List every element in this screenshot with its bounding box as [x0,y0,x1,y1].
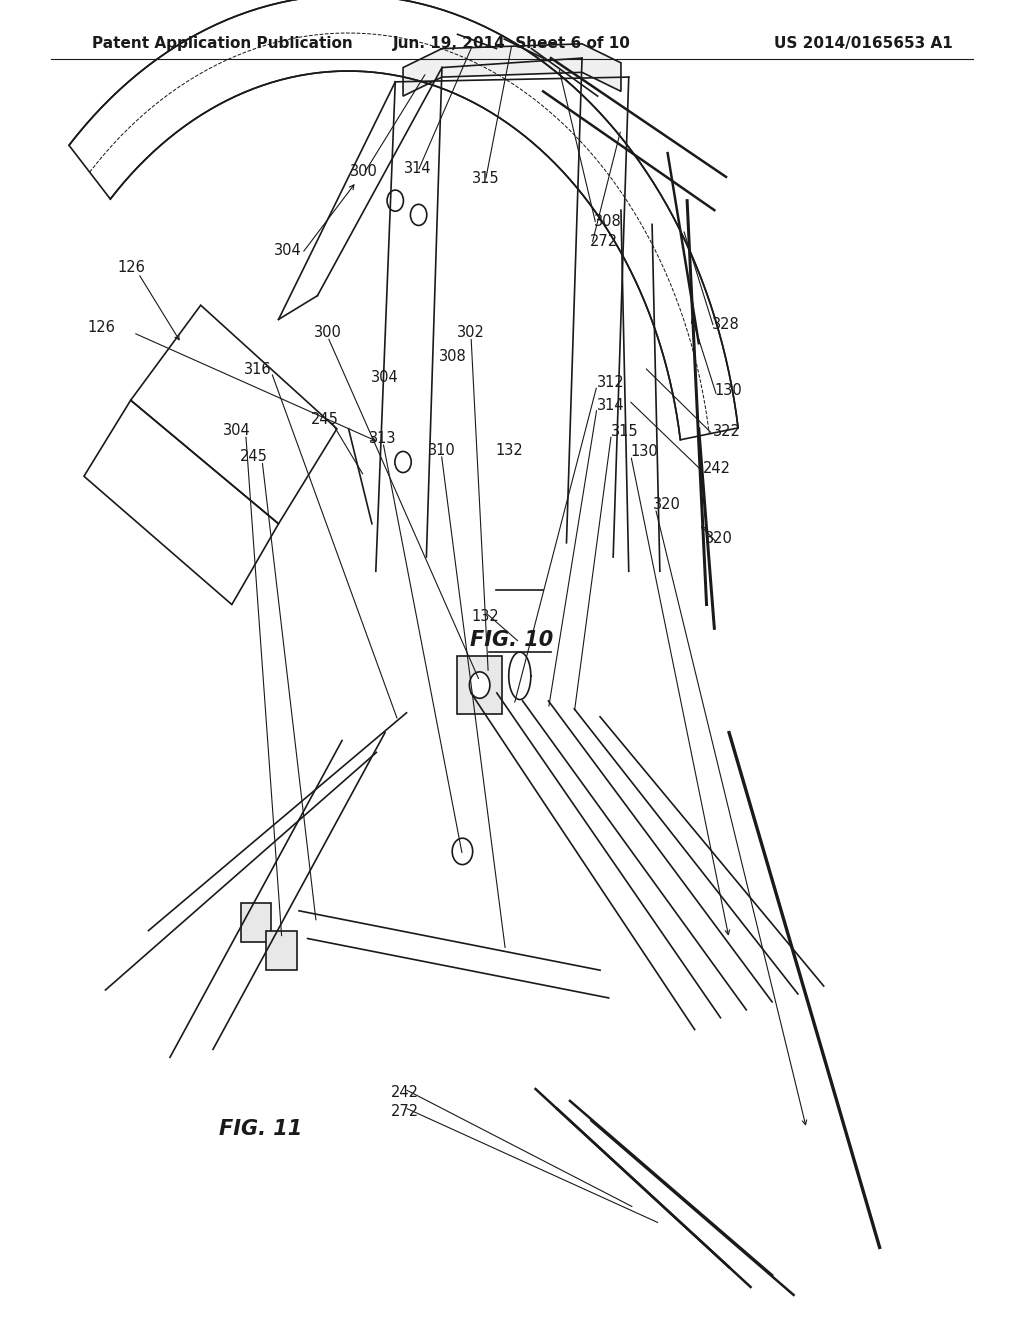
Text: 272: 272 [590,234,617,249]
Circle shape [453,838,473,865]
Text: 126: 126 [87,319,115,335]
Text: 308: 308 [438,348,467,364]
Text: 245: 245 [311,412,339,428]
Text: 130: 130 [715,383,742,399]
Text: 304: 304 [371,370,399,385]
Text: 308: 308 [594,214,622,230]
Text: 132: 132 [495,442,523,458]
Text: 310: 310 [427,442,456,458]
Text: 132: 132 [471,609,500,624]
Bar [241,903,271,942]
Text: 245: 245 [240,449,268,465]
Text: 315: 315 [472,170,499,186]
Text: 315: 315 [611,424,639,440]
Text: 242: 242 [702,461,730,477]
Text: Patent Application Publication: Patent Application Publication [92,36,353,51]
Text: 313: 313 [370,430,396,446]
Text: 314: 314 [597,397,625,413]
Text: 320: 320 [653,496,681,512]
Text: 304: 304 [274,243,302,259]
Text: 302: 302 [457,325,485,341]
Text: 242: 242 [390,1085,419,1101]
Text: FIG. 10: FIG. 10 [470,630,554,651]
Text: 314: 314 [404,161,431,177]
Text: 304: 304 [222,422,251,438]
Text: Jun. 19, 2014  Sheet 6 of 10: Jun. 19, 2014 Sheet 6 of 10 [393,36,631,51]
Text: 312: 312 [597,375,625,391]
Text: US 2014/0165653 A1: US 2014/0165653 A1 [773,36,952,51]
Bar [457,656,502,714]
Text: 300: 300 [349,164,378,180]
Bar [266,931,297,970]
Text: FIG. 11: FIG. 11 [219,1118,303,1139]
Text: 300: 300 [313,325,342,341]
Text: 126: 126 [118,260,145,276]
Polygon shape [403,44,621,96]
Text: 316: 316 [245,362,271,378]
Text: 320: 320 [705,531,732,546]
Circle shape [469,672,489,698]
Circle shape [411,205,427,226]
Text: 130: 130 [631,444,658,459]
Text: 328: 328 [712,317,739,333]
Text: 272: 272 [390,1104,419,1119]
Circle shape [387,190,403,211]
Circle shape [395,451,412,473]
Text: 322: 322 [713,424,740,440]
